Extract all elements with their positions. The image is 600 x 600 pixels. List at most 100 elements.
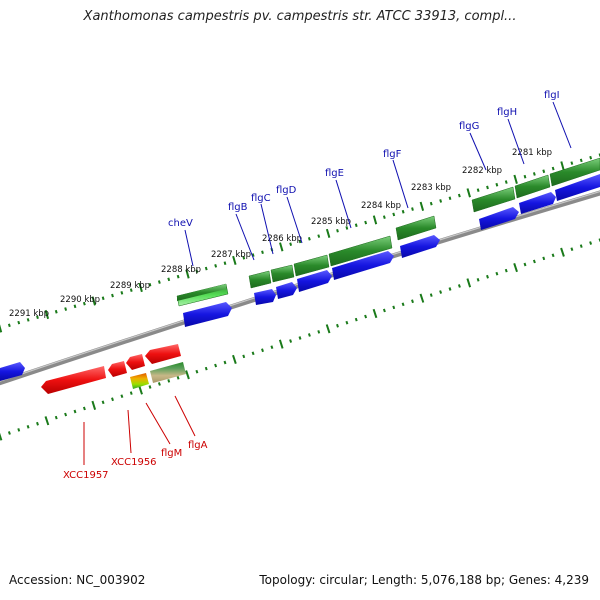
gene-label-xcc1956[interactable]: XCC1956 [111,457,157,468]
scale-tick [0,432,3,441]
gene-arrow[interactable] [0,362,25,381]
scale-tick [504,180,508,184]
scale-tick [336,323,339,328]
scale-tick [157,280,161,284]
scale-tick [289,242,293,246]
gene-arrow[interactable] [183,302,232,327]
scale-tick [513,262,518,273]
cds-block[interactable] [328,235,393,267]
scale-tick [307,237,311,241]
scale-tick [325,324,331,334]
scale-tick [542,256,546,261]
cds-block[interactable] [471,186,516,213]
gene-arrow[interactable] [126,354,145,370]
scale-tick [214,363,218,368]
scale-tick [466,278,472,288]
gene-label-flge[interactable]: flgE [325,168,344,179]
scale-tick [551,166,555,171]
tick-label-2291: 2291 kbp [9,309,49,319]
gene-label-flgb[interactable]: flgB [228,202,248,213]
cds-block[interactable] [514,174,551,199]
scale-tick [579,244,583,248]
scale-tick [242,354,246,359]
gene-arrow[interactable] [332,251,394,280]
scale-tick [26,424,30,429]
inner-tick-track [0,238,600,441]
gene-label-flga[interactable]: flgA [188,440,208,451]
scale-tick [429,293,433,297]
gene-label-flgf[interactable]: flgF [383,149,402,160]
scale-tick [17,320,21,325]
gene-label-flgc[interactable]: flgC [251,193,271,204]
gene-label-xcc1957[interactable]: XCC1957 [63,470,109,481]
scale-tick [157,382,161,386]
scale-tick [138,385,143,395]
genome-summary-text: Topology: circular; Length: 5,076,188 bp… [259,573,589,587]
scale-tick [372,308,378,319]
scale-tick [176,274,180,279]
gene-label-flgg[interactable]: flgG [459,121,479,132]
scale-tick [111,397,114,402]
cds-block[interactable] [549,157,600,187]
cds-track-forward[interactable] [176,157,600,307]
scale-tick [532,172,536,176]
gene-track-reverse[interactable] [41,344,181,394]
cds-track-reverse[interactable] [130,362,186,389]
scale-tick [457,193,461,198]
scale-tick [195,369,199,374]
scale-tick [270,345,274,350]
scale-tick [401,302,405,307]
scale-tick [7,431,11,435]
gene-arrow[interactable] [276,282,297,299]
cds-block[interactable] [270,264,295,283]
cds-block[interactable] [293,254,330,277]
gene-arrow[interactable] [145,344,181,364]
gene-label-chev[interactable]: cheV [168,218,193,229]
scale-tick [317,330,321,334]
gene-arrow[interactable] [108,361,127,377]
cds-block[interactable] [130,373,149,389]
scale-tick [204,266,208,271]
cds-block[interactable] [177,284,226,301]
gene-arrow[interactable] [297,270,332,292]
scale-labels: 2281 kbp 2282 kbp 2283 kbp 2284 kbp 2285… [9,148,552,319]
scale-tick [570,247,574,252]
scale-tick [289,339,293,343]
scale-tick [354,317,358,322]
gene-arrow[interactable] [519,192,556,214]
scale-tick [120,394,124,399]
scale-tick [401,209,405,214]
gene-arrow[interactable] [555,174,600,201]
cds-block[interactable] [248,270,272,289]
scale-tick [7,323,11,328]
scale-tick [317,234,321,238]
gene-label-flgd[interactable]: flgD [276,185,297,196]
scale-tick [44,416,50,426]
gene-arrow[interactable] [41,366,106,394]
gene-label-flgh[interactable]: flgH [497,107,517,118]
scale-tick [439,199,443,203]
tick-label-2286: 2286 kbp [262,234,302,244]
gene-label-flgi[interactable]: flgI [544,90,560,101]
cds-block[interactable] [395,215,437,241]
gene-arrow[interactable] [400,235,440,258]
gene-arrow[interactable] [479,207,519,230]
scale-tick [167,379,171,383]
scale-tick [419,293,425,303]
gene-arrow[interactable] [254,289,276,305]
scale-tick [336,228,339,233]
cds-block[interactable] [150,362,186,383]
gene-label-flgm[interactable]: flgM [161,448,182,459]
scale-tick [382,308,386,313]
scale-tick [513,174,518,184]
scale-tick [523,262,527,267]
scale-tick [298,336,302,340]
scale-tick [26,318,30,322]
scale-tick [345,226,349,230]
scale-tick [232,255,237,265]
gene-track-forward[interactable] [0,174,600,381]
scale-tick [457,284,461,288]
scale-tick [570,161,574,165]
scale-tick [195,269,199,274]
scale-tick [261,250,264,255]
